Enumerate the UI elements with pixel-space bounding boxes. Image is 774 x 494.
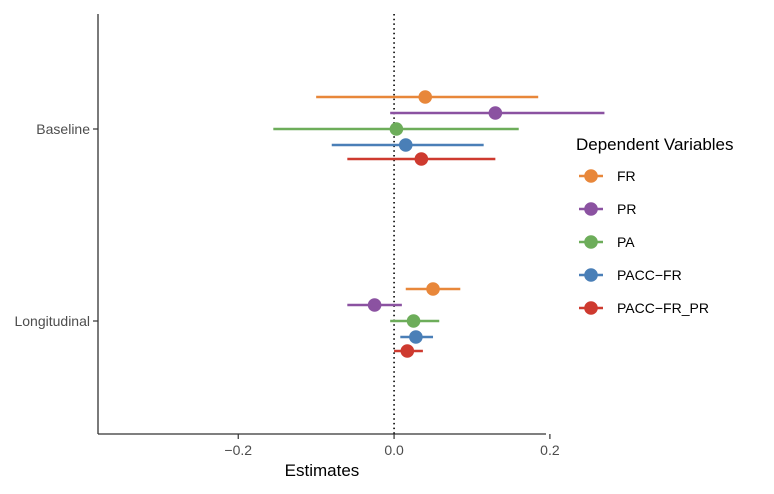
legend-label: PACC−FR (617, 267, 682, 283)
estimate-point (488, 106, 503, 120)
x-tick-label: 0.2 (540, 442, 560, 458)
plot-area (273, 14, 605, 434)
axes: −0.2 0.0 0.2 Baseline Longitudinal (14, 14, 560, 458)
legend-key-dot (584, 301, 598, 315)
legend-label: FR (617, 168, 636, 184)
estimate-point (389, 122, 404, 136)
estimate-point (414, 152, 429, 166)
legend-label: PA (617, 234, 635, 250)
legend-label: PR (617, 201, 636, 217)
x-tick-label: 0.0 (384, 442, 404, 458)
y-tick-label: Baseline (36, 121, 90, 137)
legend-key-dot (584, 202, 598, 216)
legend-title: Dependent Variables (576, 135, 734, 154)
estimate-point (406, 314, 421, 328)
y-tick-label: Longitudinal (14, 313, 90, 329)
estimate-point (400, 344, 415, 358)
legend-key-dot (584, 235, 598, 249)
estimate-point (426, 282, 440, 296)
estimate-point (367, 298, 382, 312)
legend: Dependent Variables FR PR PA PACC−FR PACC−FR… (576, 135, 734, 316)
legend-label: PACC−FR_PR (617, 300, 709, 316)
x-tick-label: −0.2 (224, 442, 252, 458)
estimate-point (398, 138, 413, 152)
x-axis-title: Estimates (285, 461, 360, 480)
estimate-point (418, 90, 433, 104)
legend-key-dot (584, 169, 598, 183)
legend-key-dot (584, 268, 598, 282)
estimate-point (409, 330, 423, 344)
